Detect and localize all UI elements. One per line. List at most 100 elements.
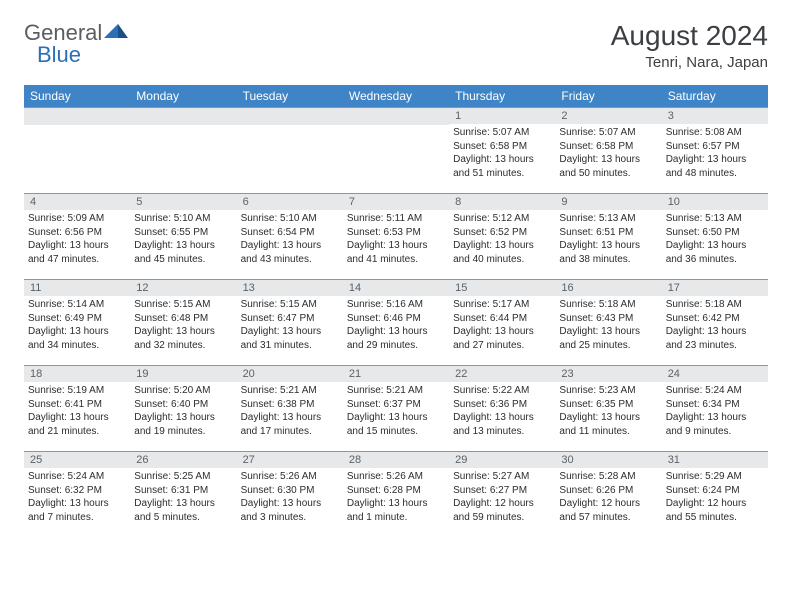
sunset-text: Sunset: 6:51 PM	[559, 226, 657, 240]
day-header: Saturday	[662, 85, 768, 108]
day-content: Sunrise: 5:10 AMSunset: 6:55 PMDaylight:…	[130, 210, 236, 270]
sunrise-text: Sunrise: 5:09 AM	[28, 212, 126, 226]
sunset-text: Sunset: 6:49 PM	[28, 312, 126, 326]
day-content: Sunrise: 5:14 AMSunset: 6:49 PMDaylight:…	[24, 296, 130, 356]
sunrise-text: Sunrise: 5:21 AM	[347, 384, 445, 398]
daylight-text: Daylight: 13 hours and 17 minutes.	[241, 411, 339, 438]
day-content: Sunrise: 5:20 AMSunset: 6:40 PMDaylight:…	[130, 382, 236, 442]
sunset-text: Sunset: 6:31 PM	[134, 484, 232, 498]
sunrise-text: Sunrise: 5:26 AM	[347, 470, 445, 484]
sunrise-text: Sunrise: 5:29 AM	[666, 470, 764, 484]
month-title: August 2024	[611, 20, 768, 52]
day-number: 7	[343, 194, 449, 210]
calendar-day-cell: 1Sunrise: 5:07 AMSunset: 6:58 PMDaylight…	[449, 108, 555, 194]
day-content: Sunrise: 5:15 AMSunset: 6:47 PMDaylight:…	[237, 296, 343, 356]
logo-triangle-icon	[104, 20, 128, 38]
calendar-day-cell: 31Sunrise: 5:29 AMSunset: 6:24 PMDayligh…	[662, 452, 768, 538]
calendar-day-cell: 19Sunrise: 5:20 AMSunset: 6:40 PMDayligh…	[130, 366, 236, 452]
day-number	[24, 108, 130, 125]
day-number: 20	[237, 366, 343, 382]
location-label: Tenri, Nara, Japan	[611, 54, 768, 71]
day-header: Monday	[130, 85, 236, 108]
calendar-day-cell: 26Sunrise: 5:25 AMSunset: 6:31 PMDayligh…	[130, 452, 236, 538]
daylight-text: Daylight: 12 hours and 55 minutes.	[666, 497, 764, 524]
day-content: Sunrise: 5:07 AMSunset: 6:58 PMDaylight:…	[449, 124, 555, 184]
sunrise-text: Sunrise: 5:18 AM	[666, 298, 764, 312]
calendar-day-cell: 3Sunrise: 5:08 AMSunset: 6:57 PMDaylight…	[662, 108, 768, 194]
day-content: Sunrise: 5:08 AMSunset: 6:57 PMDaylight:…	[662, 124, 768, 184]
sunset-text: Sunset: 6:55 PM	[134, 226, 232, 240]
sunset-text: Sunset: 6:48 PM	[134, 312, 232, 326]
calendar-day-cell: 22Sunrise: 5:22 AMSunset: 6:36 PMDayligh…	[449, 366, 555, 452]
sunset-text: Sunset: 6:57 PM	[666, 140, 764, 154]
day-content: Sunrise: 5:26 AMSunset: 6:28 PMDaylight:…	[343, 468, 449, 528]
day-content: Sunrise: 5:18 AMSunset: 6:43 PMDaylight:…	[555, 296, 661, 356]
daylight-text: Daylight: 12 hours and 57 minutes.	[559, 497, 657, 524]
day-content: Sunrise: 5:19 AMSunset: 6:41 PMDaylight:…	[24, 382, 130, 442]
daylight-text: Daylight: 13 hours and 51 minutes.	[453, 153, 551, 180]
day-number: 13	[237, 280, 343, 296]
sunrise-text: Sunrise: 5:07 AM	[453, 126, 551, 140]
daylight-text: Daylight: 13 hours and 48 minutes.	[666, 153, 764, 180]
day-content: Sunrise: 5:25 AMSunset: 6:31 PMDaylight:…	[130, 468, 236, 528]
calendar-day-cell: 12Sunrise: 5:15 AMSunset: 6:48 PMDayligh…	[130, 280, 236, 366]
daylight-text: Daylight: 13 hours and 5 minutes.	[134, 497, 232, 524]
sunrise-text: Sunrise: 5:19 AM	[28, 384, 126, 398]
sunrise-text: Sunrise: 5:10 AM	[241, 212, 339, 226]
calendar-day-cell: 6Sunrise: 5:10 AMSunset: 6:54 PMDaylight…	[237, 194, 343, 280]
sunset-text: Sunset: 6:52 PM	[453, 226, 551, 240]
calendar-day-cell: 30Sunrise: 5:28 AMSunset: 6:26 PMDayligh…	[555, 452, 661, 538]
day-number: 27	[237, 452, 343, 468]
sunset-text: Sunset: 6:53 PM	[347, 226, 445, 240]
sunset-text: Sunset: 6:32 PM	[28, 484, 126, 498]
day-header: Wednesday	[343, 85, 449, 108]
day-number: 28	[343, 452, 449, 468]
day-number: 19	[130, 366, 236, 382]
calendar-table: Sunday Monday Tuesday Wednesday Thursday…	[24, 85, 768, 538]
daylight-text: Daylight: 13 hours and 1 minute.	[347, 497, 445, 524]
sunset-text: Sunset: 6:24 PM	[666, 484, 764, 498]
day-content: Sunrise: 5:21 AMSunset: 6:37 PMDaylight:…	[343, 382, 449, 442]
calendar-day-cell: 23Sunrise: 5:23 AMSunset: 6:35 PMDayligh…	[555, 366, 661, 452]
daylight-text: Daylight: 13 hours and 7 minutes.	[28, 497, 126, 524]
day-number: 15	[449, 280, 555, 296]
sunset-text: Sunset: 6:27 PM	[453, 484, 551, 498]
sunrise-text: Sunrise: 5:25 AM	[134, 470, 232, 484]
sunrise-text: Sunrise: 5:13 AM	[666, 212, 764, 226]
sunset-text: Sunset: 6:50 PM	[666, 226, 764, 240]
sunset-text: Sunset: 6:58 PM	[559, 140, 657, 154]
daylight-text: Daylight: 13 hours and 11 minutes.	[559, 411, 657, 438]
day-number: 14	[343, 280, 449, 296]
daylight-text: Daylight: 13 hours and 43 minutes.	[241, 239, 339, 266]
daylight-text: Daylight: 13 hours and 45 minutes.	[134, 239, 232, 266]
calendar-day-cell: 16Sunrise: 5:18 AMSunset: 6:43 PMDayligh…	[555, 280, 661, 366]
calendar-day-cell: 24Sunrise: 5:24 AMSunset: 6:34 PMDayligh…	[662, 366, 768, 452]
day-content: Sunrise: 5:10 AMSunset: 6:54 PMDaylight:…	[237, 210, 343, 270]
sunset-text: Sunset: 6:34 PM	[666, 398, 764, 412]
calendar-day-cell: 29Sunrise: 5:27 AMSunset: 6:27 PMDayligh…	[449, 452, 555, 538]
sunrise-text: Sunrise: 5:18 AM	[559, 298, 657, 312]
day-content: Sunrise: 5:13 AMSunset: 6:51 PMDaylight:…	[555, 210, 661, 270]
day-content: Sunrise: 5:13 AMSunset: 6:50 PMDaylight:…	[662, 210, 768, 270]
calendar-week-row: 18Sunrise: 5:19 AMSunset: 6:41 PMDayligh…	[24, 366, 768, 452]
day-header: Tuesday	[237, 85, 343, 108]
calendar-day-cell: 4Sunrise: 5:09 AMSunset: 6:56 PMDaylight…	[24, 194, 130, 280]
sunset-text: Sunset: 6:44 PM	[453, 312, 551, 326]
day-content: Sunrise: 5:11 AMSunset: 6:53 PMDaylight:…	[343, 210, 449, 270]
sunset-text: Sunset: 6:35 PM	[559, 398, 657, 412]
day-content: Sunrise: 5:27 AMSunset: 6:27 PMDaylight:…	[449, 468, 555, 528]
calendar-day-cell: 14Sunrise: 5:16 AMSunset: 6:46 PMDayligh…	[343, 280, 449, 366]
calendar-day-cell	[343, 108, 449, 194]
day-number	[130, 108, 236, 125]
day-content: Sunrise: 5:15 AMSunset: 6:48 PMDaylight:…	[130, 296, 236, 356]
daylight-text: Daylight: 13 hours and 38 minutes.	[559, 239, 657, 266]
sunset-text: Sunset: 6:58 PM	[453, 140, 551, 154]
sunrise-text: Sunrise: 5:21 AM	[241, 384, 339, 398]
calendar-day-cell: 5Sunrise: 5:10 AMSunset: 6:55 PMDaylight…	[130, 194, 236, 280]
calendar-day-cell: 10Sunrise: 5:13 AMSunset: 6:50 PMDayligh…	[662, 194, 768, 280]
day-content: Sunrise: 5:29 AMSunset: 6:24 PMDaylight:…	[662, 468, 768, 528]
sunset-text: Sunset: 6:54 PM	[241, 226, 339, 240]
day-number	[237, 108, 343, 125]
sunset-text: Sunset: 6:47 PM	[241, 312, 339, 326]
daylight-text: Daylight: 13 hours and 25 minutes.	[559, 325, 657, 352]
